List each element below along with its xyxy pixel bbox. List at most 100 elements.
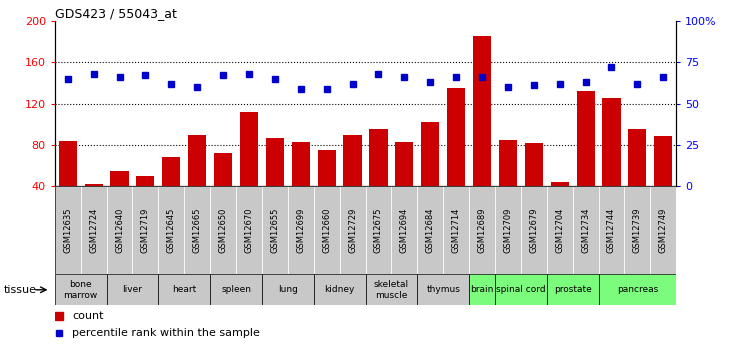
Bar [159, 186, 184, 274]
Text: GSM12749: GSM12749 [659, 208, 667, 253]
Text: bone
marrow: bone marrow [64, 280, 98, 299]
Text: kidney: kidney [325, 285, 355, 294]
Bar [107, 274, 159, 305]
Text: prostate: prostate [554, 285, 591, 294]
Bar [184, 186, 211, 274]
Bar [288, 186, 314, 274]
Bar [473, 36, 491, 228]
Bar [421, 122, 439, 228]
Text: thymus: thymus [426, 285, 460, 294]
Text: GSM12689: GSM12689 [477, 208, 487, 253]
Text: GSM12665: GSM12665 [193, 208, 202, 253]
Bar [547, 186, 572, 274]
Text: pancreas: pancreas [617, 285, 658, 294]
Text: GSM12694: GSM12694 [400, 208, 409, 253]
Bar [262, 274, 314, 305]
Bar [80, 186, 107, 274]
Bar [55, 186, 80, 274]
Bar [162, 157, 181, 228]
Text: GSM12744: GSM12744 [607, 208, 616, 253]
Bar [469, 186, 495, 274]
Text: GSM12650: GSM12650 [219, 208, 227, 253]
Text: GSM12739: GSM12739 [633, 208, 642, 253]
Bar [262, 186, 288, 274]
Bar [602, 98, 621, 228]
Text: GSM12679: GSM12679 [529, 208, 538, 253]
Text: GSM12724: GSM12724 [89, 208, 98, 253]
Text: GSM12699: GSM12699 [296, 208, 306, 253]
Text: GSM12709: GSM12709 [504, 208, 512, 253]
Bar [369, 129, 387, 228]
Bar [495, 274, 547, 305]
Bar [314, 186, 340, 274]
Text: GSM12675: GSM12675 [374, 208, 383, 253]
Bar [110, 171, 129, 228]
Bar [599, 274, 676, 305]
Bar [314, 274, 366, 305]
Bar [58, 141, 77, 228]
Bar [317, 150, 336, 228]
Bar [417, 186, 443, 274]
Bar [525, 143, 543, 228]
Bar [240, 112, 258, 228]
Text: GSM12670: GSM12670 [244, 208, 254, 253]
Text: GSM12655: GSM12655 [270, 208, 279, 253]
Bar [395, 142, 414, 228]
Bar [599, 186, 624, 274]
Bar [547, 274, 599, 305]
Text: GSM12645: GSM12645 [167, 208, 176, 253]
Bar [137, 176, 154, 228]
Text: GSM12734: GSM12734 [581, 208, 590, 253]
Bar [344, 135, 362, 228]
Bar [366, 186, 391, 274]
Bar [654, 136, 673, 228]
Bar [55, 274, 107, 305]
Text: GSM12714: GSM12714 [452, 208, 461, 253]
Bar [521, 186, 547, 274]
Bar [391, 186, 417, 274]
Text: GSM12719: GSM12719 [141, 208, 150, 253]
Bar [159, 274, 211, 305]
Bar [550, 182, 569, 228]
Text: GSM12704: GSM12704 [555, 208, 564, 253]
Text: liver: liver [123, 285, 143, 294]
Bar [624, 186, 651, 274]
Bar [499, 140, 517, 228]
Bar [469, 274, 495, 305]
Bar [236, 186, 262, 274]
Text: heart: heart [172, 285, 197, 294]
Bar [651, 186, 676, 274]
Bar [188, 135, 206, 228]
Bar [628, 129, 646, 228]
Text: GSM12640: GSM12640 [115, 208, 124, 253]
Bar [572, 186, 599, 274]
Text: tissue: tissue [4, 285, 37, 295]
Bar [366, 274, 417, 305]
Bar [211, 274, 262, 305]
Text: spinal cord: spinal cord [496, 285, 545, 294]
Bar [340, 186, 366, 274]
Text: count: count [72, 311, 104, 321]
Text: percentile rank within the sample: percentile rank within the sample [72, 328, 260, 338]
Bar [211, 186, 236, 274]
Bar [495, 186, 520, 274]
Text: brain: brain [470, 285, 493, 294]
Bar [577, 91, 594, 228]
Text: GSM12729: GSM12729 [348, 208, 357, 253]
Text: GSM12635: GSM12635 [64, 208, 72, 253]
Bar [447, 88, 465, 228]
Bar [85, 184, 103, 228]
Bar [266, 138, 284, 228]
Text: GDS423 / 55043_at: GDS423 / 55043_at [55, 7, 177, 20]
Bar [214, 153, 232, 228]
Bar [132, 186, 159, 274]
Text: lung: lung [278, 285, 298, 294]
Bar [107, 186, 132, 274]
Text: skeletal
muscle: skeletal muscle [374, 280, 409, 299]
Bar [417, 274, 469, 305]
Text: GSM12660: GSM12660 [322, 208, 331, 253]
Bar [292, 142, 310, 228]
Bar [443, 186, 469, 274]
Text: GSM12684: GSM12684 [425, 208, 435, 253]
Text: spleen: spleen [221, 285, 251, 294]
